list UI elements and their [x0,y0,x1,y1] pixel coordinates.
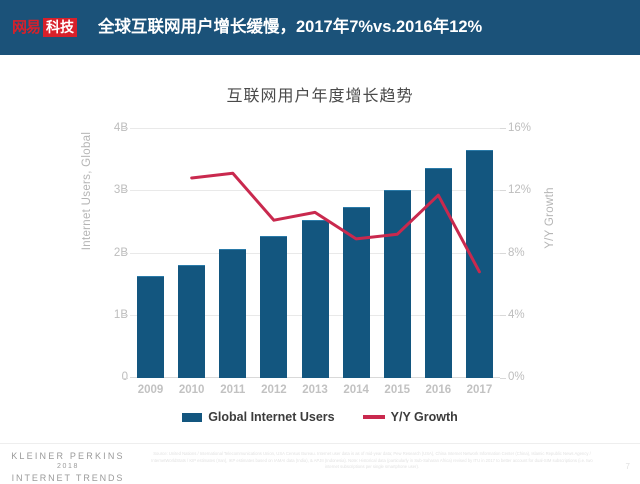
chart-legend: Global Internet Users Y/Y Growth [0,410,640,424]
y-tick-left-3: 3B [113,184,128,196]
y-tick-right-16: 16% [508,122,532,134]
legend-label-users: Global Internet Users [208,410,335,424]
tickmark-left-1 [122,315,128,316]
tickmark-right-8 [500,253,506,254]
gridline-4b [130,128,500,129]
bar-2014 [342,207,370,378]
tickmark-right-16 [500,128,506,129]
bar-2010 [178,265,206,378]
gridline-3b [130,190,500,191]
headline-title: 全球互联网用户增长缓慢，2017年7%vs.2016年12% [98,18,483,36]
x-tick-2010: 2010 [178,384,205,396]
legend-item-growth[interactable]: Y/Y Growth [362,410,458,424]
growth-line-group [190,171,481,274]
y-tick-left-1: 1B [113,309,128,321]
y-tick-left-4: 4B [113,122,128,134]
kp-logo-line2: 2018 [57,463,79,471]
tickmark-right-12 [500,190,506,191]
y-tick-right-0: 0% [508,371,525,383]
kleiner-perkins-logo: KLEINER PERKINS 2018 INTERNET TRENDS [8,450,128,484]
footer-divider [0,443,640,444]
x-tick-2016: 2016 [425,384,452,396]
bar-2011 [219,248,247,378]
x-tick-2017: 2017 [466,384,493,396]
bar-2009 [137,275,165,378]
tickmark-left-0 [122,378,128,379]
growth-line-path [190,171,481,274]
chart-title: 互联网用户年度增长趋势 [226,88,414,105]
y-tick-right-12: 12% [508,184,532,196]
x-tick-2014: 2014 [343,384,369,396]
logo-tech-badge: 科技 [43,18,78,37]
y-tick-left-0: 0 [121,371,128,383]
header-bar: 网易 科技 全球互联网用户增长缓慢，2017年7%vs.2016年12% [0,0,640,55]
bar-2013 [301,220,329,378]
kp-logo-line1: KLEINER PERKINS [11,451,125,461]
tickmark-right-0 [500,378,506,379]
y-axis-right-label: Y/Y Growth [544,187,556,249]
x-tick-2013: 2013 [302,384,328,396]
page-number: 7 [625,462,630,471]
logo-netease-text: 网易 [12,19,41,36]
x-tick-2009: 2009 [137,384,164,396]
tickmark-left-3 [122,190,128,191]
y-tick-left-2: 2B [113,247,128,259]
y-tick-right-8: 8% [508,247,525,259]
tickmark-left-4 [122,128,128,129]
x-tick-2015: 2015 [384,384,411,396]
plot-area [130,128,500,378]
bar-swatch-icon [182,412,203,422]
bar-2015 [383,189,411,378]
line-swatch-icon [362,415,385,419]
netease-tech-logo: 网易 科技 [12,18,78,37]
bar-2017 [465,149,493,378]
bar-2012 [260,236,288,378]
x-tick-2012: 2012 [261,384,287,396]
tickmark-right-4 [500,315,506,316]
legend-label-growth: Y/Y Growth [390,410,458,424]
source-note: Source: United Nations / International T… [151,451,593,469]
x-tick-2011: 2011 [220,384,246,396]
legend-item-users[interactable]: Global Internet Users [182,410,335,424]
y-tick-right-4: 4% [508,309,525,321]
kp-logo-line3: INTERNET TRENDS [11,472,125,483]
tickmark-left-2 [122,253,128,254]
